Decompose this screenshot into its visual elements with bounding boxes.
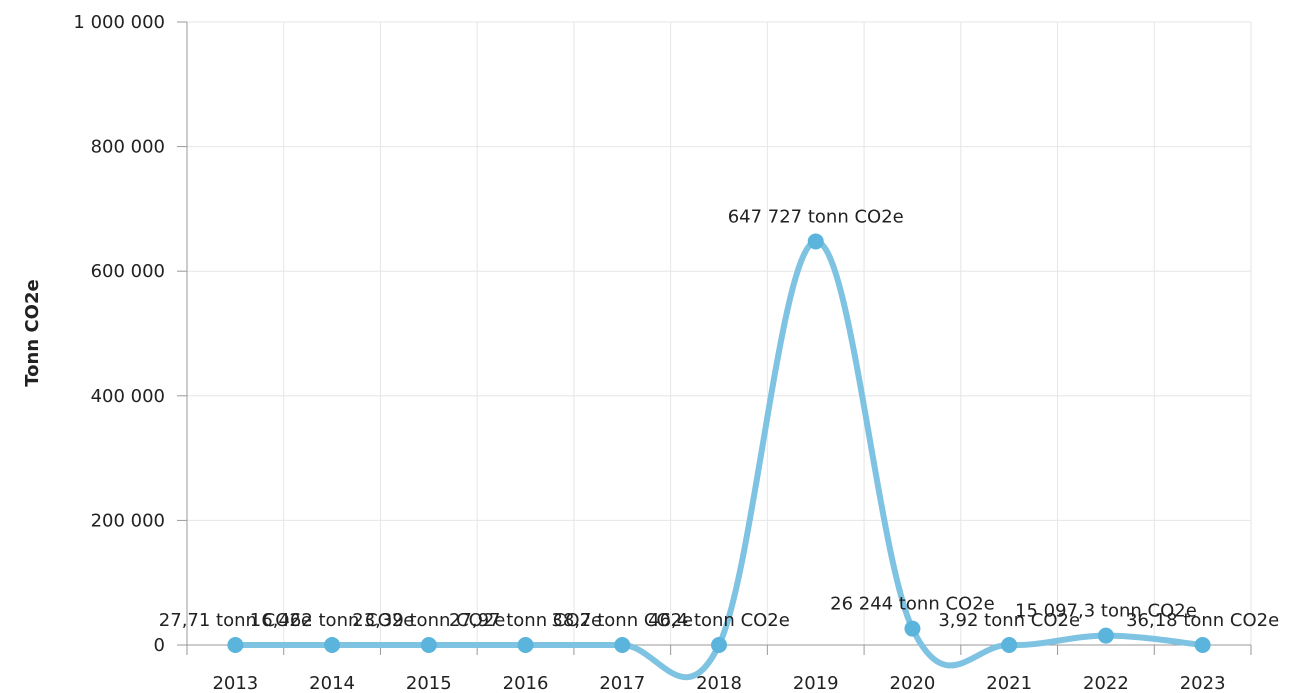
x-tick-label: 2023 bbox=[1180, 673, 1226, 693]
x-tick-label: 2018 bbox=[696, 673, 742, 693]
data-point bbox=[904, 620, 921, 637]
y-tick-label: 0 bbox=[154, 635, 165, 656]
x-tick-label: 2021 bbox=[986, 673, 1032, 693]
data-point bbox=[517, 636, 534, 653]
data-label: 27,71 tonn CO2e bbox=[159, 610, 312, 631]
data-label: 16,462 tonn CO2e bbox=[250, 610, 415, 631]
data-point bbox=[1001, 636, 1018, 653]
data-point bbox=[324, 636, 341, 653]
data-label: 15 097,3 tonn CO2e bbox=[1015, 601, 1197, 622]
x-tick-label: 2015 bbox=[406, 673, 452, 693]
y-tick-label: 600 000 bbox=[91, 261, 165, 282]
data-label: 46,4 tonn CO2e bbox=[648, 610, 790, 631]
y-tick-label: 800 000 bbox=[91, 137, 165, 158]
y-tick-label: 400 000 bbox=[91, 386, 165, 407]
data-point bbox=[807, 233, 824, 250]
data-label: 27,97 tonn CO2e bbox=[449, 610, 602, 631]
data-point bbox=[227, 636, 244, 653]
data-point bbox=[614, 636, 631, 653]
data-label: 23,39 tonn CO2e bbox=[352, 610, 505, 631]
series-layer bbox=[227, 233, 1211, 681]
axis-layer: 0 200 000 400 000 600 000 800 000 1 000 000 20… bbox=[73, 12, 1252, 693]
y-axis-title: Tonn CO2e bbox=[22, 279, 43, 386]
grid-layer bbox=[186, 21, 1252, 645]
data-label: 647 727 tonn CO2e bbox=[728, 206, 904, 227]
data-label: 36,18 tonn CO2e bbox=[1126, 610, 1279, 631]
x-tick-label: 2017 bbox=[599, 673, 645, 693]
data-point bbox=[711, 636, 727, 653]
y-tick-label: 200 000 bbox=[91, 510, 165, 531]
data-point bbox=[420, 636, 437, 653]
data-label: 38,7 tonn CO2e bbox=[551, 610, 693, 631]
x-tick-label: 2013 bbox=[212, 673, 258, 693]
data-point bbox=[1097, 627, 1114, 644]
x-tick-label: 2022 bbox=[1083, 673, 1129, 693]
data-point bbox=[1194, 636, 1211, 653]
x-tick-label: 2016 bbox=[503, 673, 549, 693]
x-tick-label: 2019 bbox=[793, 673, 839, 693]
y-tick-label: 1 000 000 bbox=[73, 12, 165, 33]
x-tick-label: 2020 bbox=[890, 673, 936, 693]
data-label: 3,92 tonn CO2e bbox=[938, 610, 1080, 631]
x-tick-label: 2014 bbox=[309, 673, 355, 693]
data-label: 26 244 tonn CO2e bbox=[830, 594, 995, 615]
